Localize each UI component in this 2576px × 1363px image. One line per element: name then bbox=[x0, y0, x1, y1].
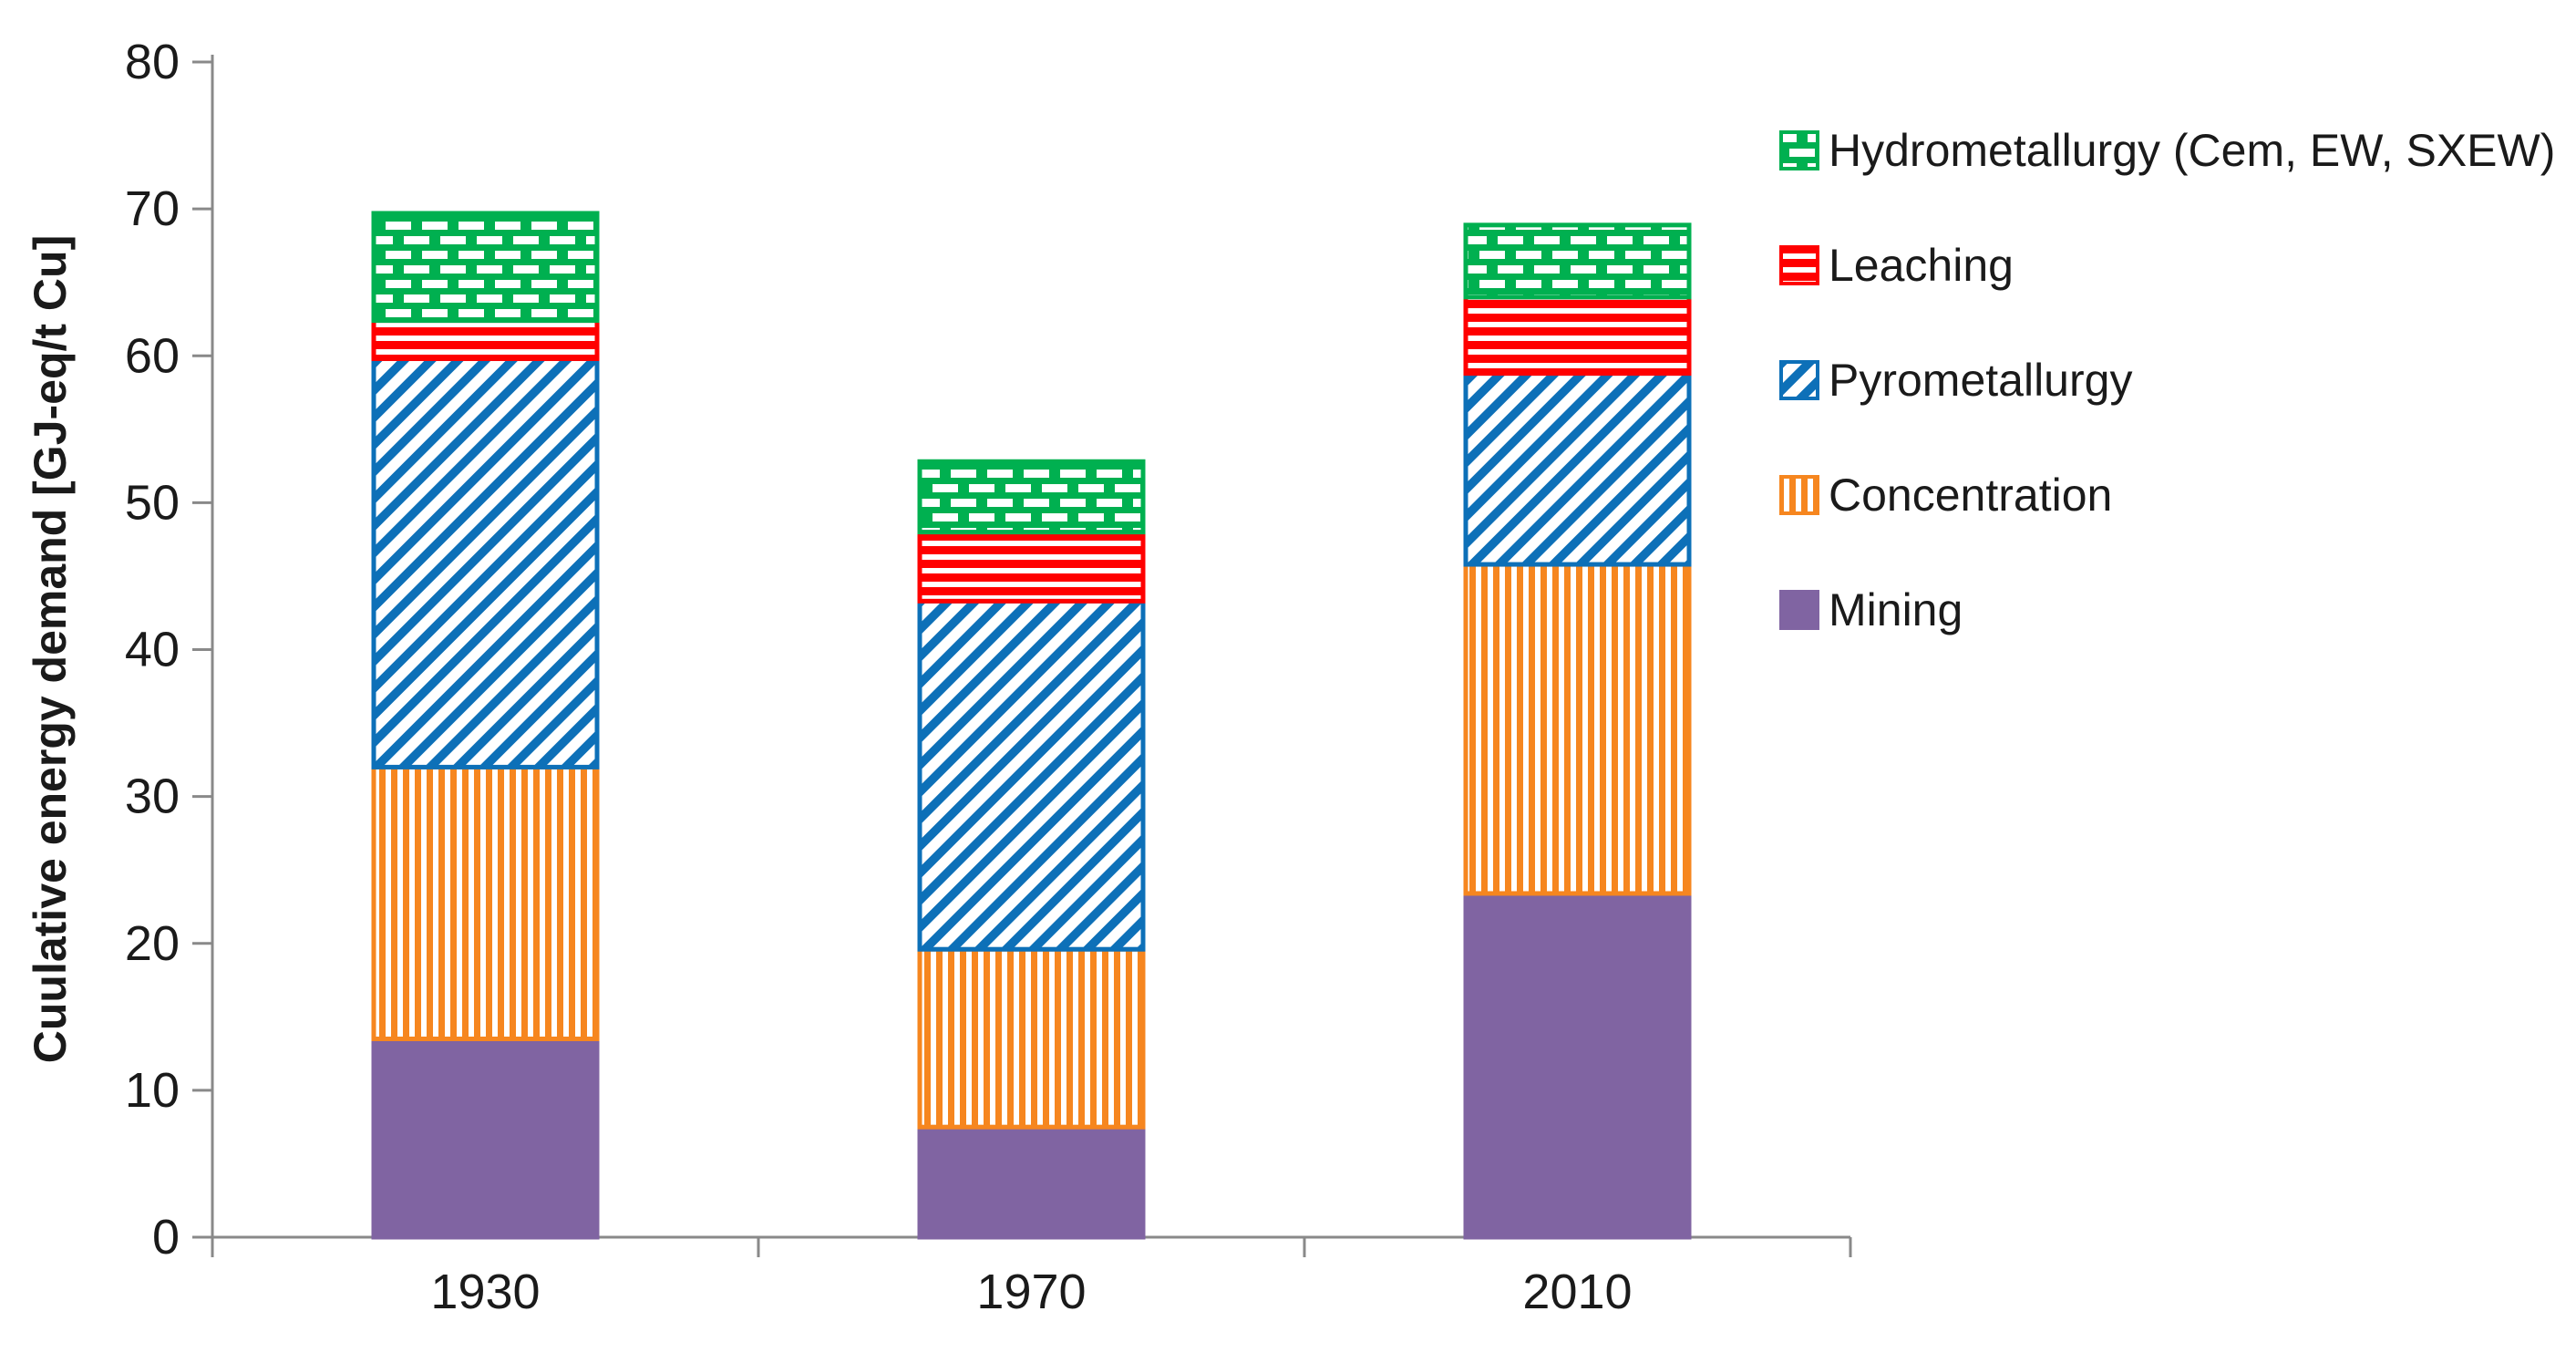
legend-label-concentration: Concentration bbox=[1829, 470, 2112, 521]
y-axis-title: Cuulative energy demand [GJ-eq/t Cu] bbox=[25, 235, 76, 1063]
y-tick-label-0: 0 bbox=[152, 1210, 180, 1265]
legend-swatch-mining-icon bbox=[1779, 590, 1819, 630]
bar-segment-2010-pyrometallurgy bbox=[1463, 371, 1692, 567]
x-axis-ticks bbox=[211, 1237, 1852, 1257]
y-tick-label-80: 80 bbox=[125, 35, 180, 89]
y-tick-label-60: 60 bbox=[125, 328, 180, 383]
x-label-2010: 2010 bbox=[1522, 1265, 1632, 1319]
y-tick-label-10: 10 bbox=[125, 1063, 180, 1118]
y-tick-label-40: 40 bbox=[125, 623, 180, 677]
x-label-1930: 1930 bbox=[430, 1265, 540, 1319]
legend-item-hydrometallurgy: Hydrometallurgy (Cem, EW, SXEW) bbox=[1779, 125, 2555, 176]
legend-label-pyrometallurgy: Pyrometallurgy bbox=[1829, 355, 2132, 406]
legend-label-mining: Mining bbox=[1829, 584, 1963, 635]
bar-segment-1970-mining bbox=[917, 1124, 1146, 1240]
legend-swatch-pyrometallurgy-icon bbox=[1779, 360, 1819, 400]
y-tick-label-50: 50 bbox=[125, 475, 180, 530]
bar-segment-2010-hydrometallurgy bbox=[1463, 222, 1692, 300]
bar-segment-2010-concentration bbox=[1463, 562, 1692, 896]
legend-item-mining: Mining bbox=[1779, 584, 1963, 635]
bar-segment-1930-mining bbox=[371, 1036, 600, 1240]
bars-group bbox=[371, 211, 1692, 1240]
y-tick-label-30: 30 bbox=[125, 769, 180, 824]
x-axis-labels: 1930 1970 2010 bbox=[430, 1265, 1632, 1319]
legend-swatch-hydrometallurgy-icon bbox=[1779, 130, 1819, 170]
legend-item-pyrometallurgy: Pyrometallurgy bbox=[1779, 355, 2132, 406]
bar-segment-1970-leaching bbox=[917, 530, 1146, 604]
bar-segment-1970-hydrometallurgy bbox=[917, 459, 1146, 535]
y-tick-label-20: 20 bbox=[125, 916, 180, 971]
legend: Hydrometallurgy (Cem, EW, SXEW) Leaching P… bbox=[1779, 125, 2555, 635]
legend-item-leaching: Leaching bbox=[1779, 240, 2014, 291]
bar-segment-2010-leaching bbox=[1463, 294, 1692, 377]
y-axis-ticks: 0 10 20 30 40 50 60 70 80 bbox=[125, 35, 212, 1265]
bar-segment-2010-mining bbox=[1463, 891, 1692, 1240]
bar-segment-1930-hydrometallurgy bbox=[371, 211, 600, 324]
legend-item-concentration: Concentration bbox=[1779, 470, 2112, 521]
bar-segment-1930-pyrometallurgy bbox=[371, 356, 600, 769]
bar-segment-1930-leaching bbox=[371, 318, 600, 361]
legend-swatch-leaching-icon bbox=[1779, 245, 1819, 285]
bar-segment-1970-pyrometallurgy bbox=[917, 598, 1146, 952]
bar-segment-1930-concentration bbox=[371, 764, 600, 1041]
x-label-1970: 1970 bbox=[976, 1265, 1086, 1319]
legend-swatch-concentration-icon bbox=[1779, 475, 1819, 515]
legend-label-hydrometallurgy: Hydrometallurgy (Cem, EW, SXEW) bbox=[1829, 125, 2555, 176]
legend-label-leaching: Leaching bbox=[1829, 240, 2014, 291]
y-tick-label-70: 70 bbox=[125, 181, 180, 236]
bar-segment-1970-concentration bbox=[917, 946, 1146, 1130]
